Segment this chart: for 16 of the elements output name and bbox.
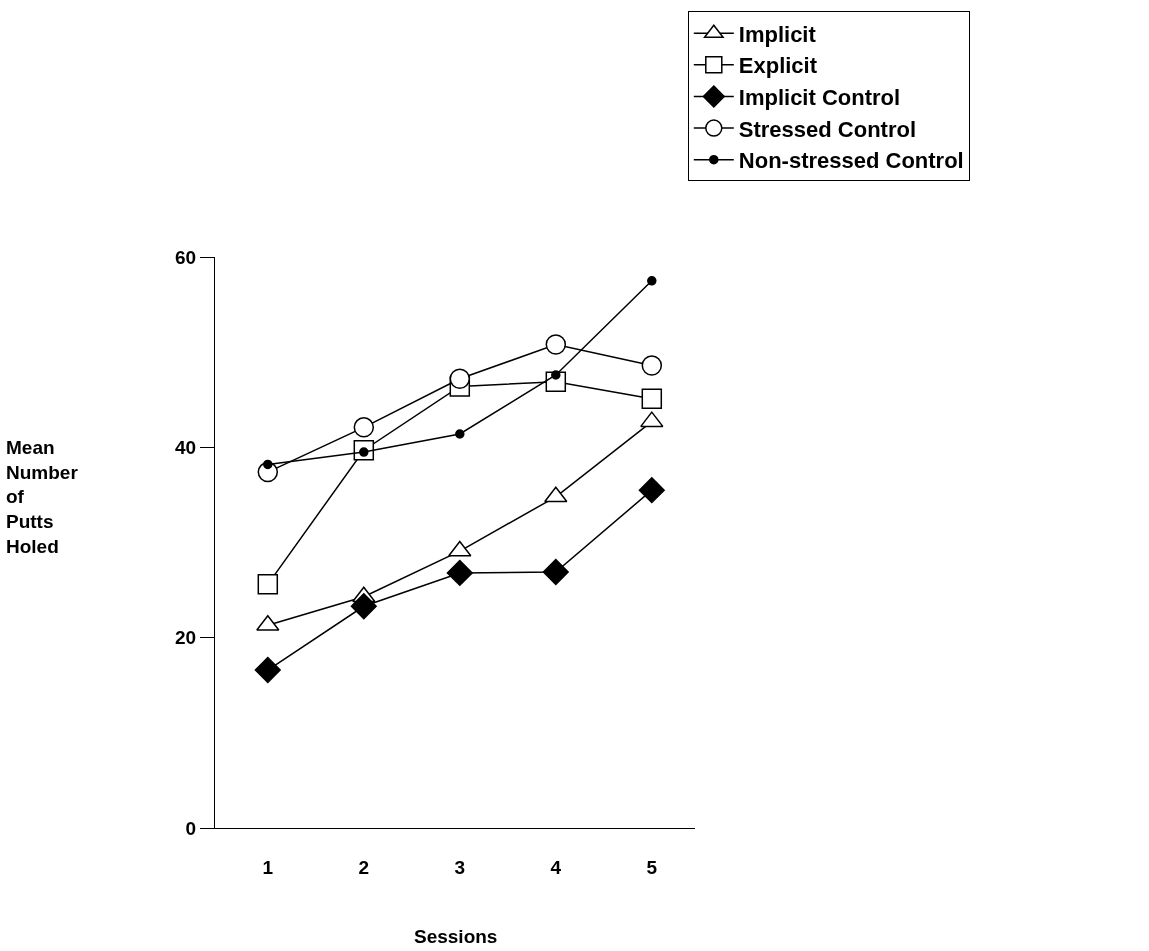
text: Mean Number of Putts Holed: [6, 437, 79, 557]
x-tick-label: 4: [550, 856, 562, 878]
legend-label: Implicit: [738, 21, 817, 47]
x-tick-label: 1: [262, 856, 274, 878]
legend-label: Implicit Control: [738, 85, 901, 111]
legend-label: Stressed Control: [738, 116, 917, 142]
x-tick-label: 2: [358, 856, 370, 878]
x-tick-label: 5: [646, 856, 658, 878]
x-axis-title: Sessions: [414, 926, 498, 947]
y-tick-label: 20: [175, 627, 197, 649]
x-tick-label: 3: [454, 856, 466, 878]
legend-label: Non-stressed Control: [738, 148, 964, 174]
y-tick-label: 60: [175, 246, 197, 268]
y-tick-label: 0: [185, 817, 197, 839]
legend-label: Explicit: [738, 53, 818, 79]
y-tick-label: 40: [175, 436, 197, 458]
